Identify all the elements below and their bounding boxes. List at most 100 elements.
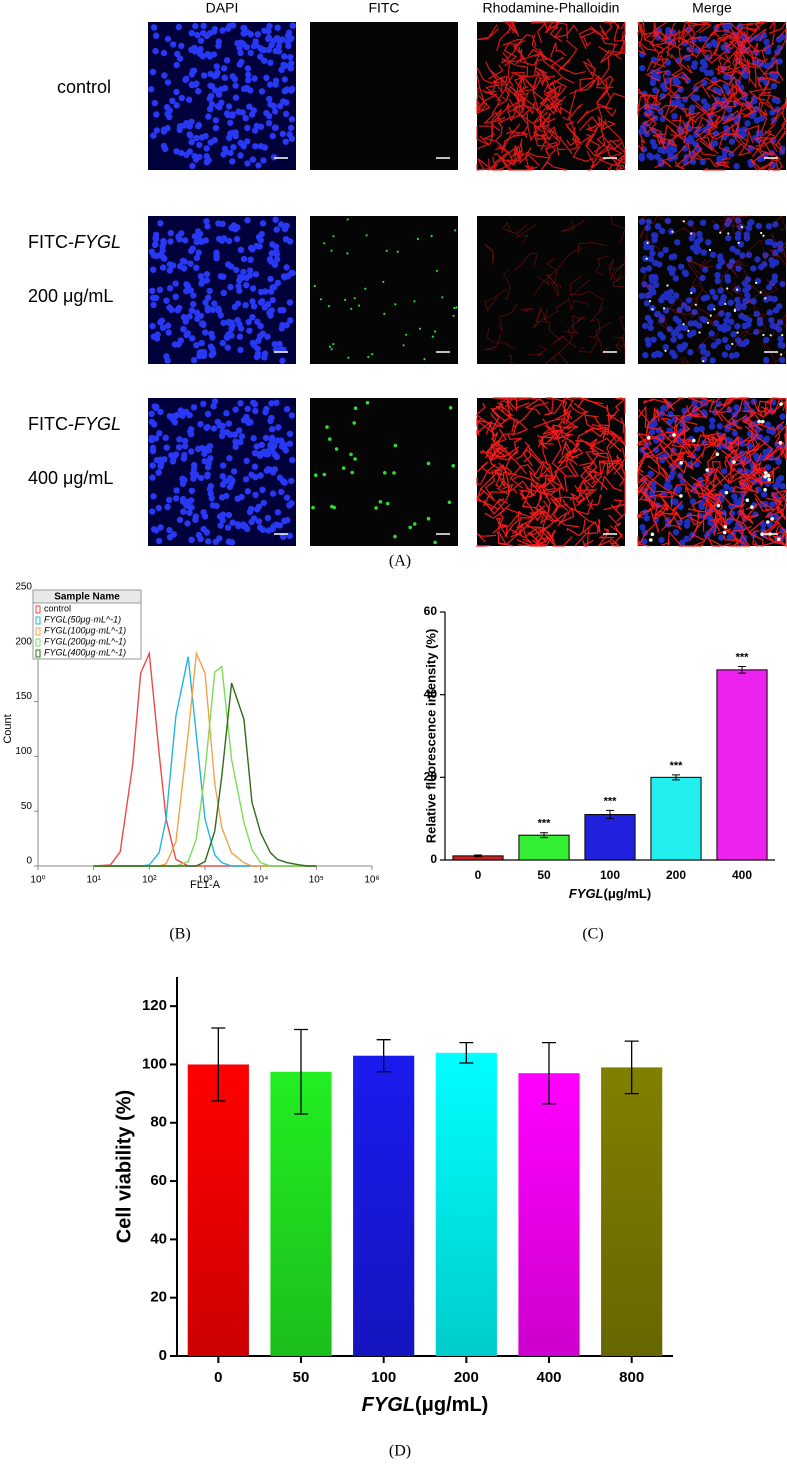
y-tick-label: 40 <box>424 687 438 701</box>
x-axis-title-rest: (μg/mL) <box>604 886 652 901</box>
column-header: Merge <box>692 0 732 16</box>
legend-swatch <box>35 605 41 614</box>
significance: *** <box>538 818 552 830</box>
nuclei <box>638 217 786 364</box>
bar <box>518 834 570 861</box>
error-bar <box>738 666 746 674</box>
legend-label: FYGL(400μg·mL^-1) <box>44 647 126 657</box>
error-bar <box>542 1041 556 1105</box>
x-tick-label: 0 <box>475 868 482 882</box>
nuclei <box>148 22 296 170</box>
error-bar <box>459 1041 474 1064</box>
x-tick-label: 10⁴ <box>253 875 268 886</box>
y-tick-label: 120 <box>142 997 167 1014</box>
x-tick-label: 10⁵ <box>309 875 324 886</box>
y-tick-label: 20 <box>150 1289 167 1306</box>
x-tick-label: 400 <box>536 1369 561 1386</box>
significance: *** <box>670 760 684 772</box>
y-tick-label: 80 <box>150 1114 167 1131</box>
bar <box>584 814 636 861</box>
actin <box>484 215 626 365</box>
row-label: FITC-FYGL <box>28 414 121 434</box>
x-tick-label: 200 <box>666 868 686 882</box>
nuclei <box>148 398 296 546</box>
legend-label: control <box>44 603 71 613</box>
x-tick-label: 10¹ <box>86 875 101 886</box>
x-tick-label: 100 <box>600 868 620 882</box>
x-tick-label: 800 <box>619 1369 644 1386</box>
bar-shade <box>435 1052 497 1356</box>
x-tick-label: 10³ <box>198 875 213 886</box>
error-bar <box>211 1027 226 1102</box>
error-bar <box>376 1039 391 1073</box>
bar-shade <box>353 1055 415 1356</box>
row-label: control <box>57 77 111 97</box>
x-tick-label: 10⁰ <box>30 875 45 886</box>
row-label-dose: 400 μg/mL <box>28 468 113 488</box>
actin <box>637 19 787 172</box>
y-tick-label: 100 <box>15 746 32 757</box>
x-axis-title-italic: FYGL <box>362 1394 415 1416</box>
column-header: FITC <box>368 0 399 16</box>
y-tick-label: 60 <box>150 1172 167 1189</box>
x-tick-label: 100 <box>371 1369 396 1386</box>
bar <box>716 669 768 861</box>
row-label-italic: FYGL <box>74 232 121 252</box>
y-tick-label: 100 <box>142 1055 167 1072</box>
bar-shade <box>270 1071 332 1356</box>
x-tick-label: 10⁶ <box>364 875 379 886</box>
x-tick-label: 10² <box>142 875 157 886</box>
y-tick-label: 0 <box>159 1347 167 1364</box>
error-bar <box>474 854 482 858</box>
row-label-prefix: FITC- <box>28 414 74 434</box>
micrograph <box>310 216 458 364</box>
y-tick-label: 20 <box>424 770 438 784</box>
x-axis-title: FYGL(μg/mL) <box>569 886 651 901</box>
y-tick-label: 250 <box>15 582 32 593</box>
error-bar <box>540 832 548 839</box>
column-header: DAPI <box>206 0 239 16</box>
bar-shade <box>187 1064 249 1356</box>
legend-label: FYGL(50μg·mL^-1) <box>44 614 121 624</box>
panel-label: (C) <box>582 926 603 943</box>
legend-swatch <box>35 649 41 658</box>
x-axis-title: FL1-A <box>190 879 221 891</box>
actin <box>635 396 787 548</box>
legend-title: Sample Name <box>54 592 120 603</box>
significance: *** <box>736 651 750 663</box>
bar-shade <box>601 1067 663 1356</box>
y-tick-label: 150 <box>15 691 32 702</box>
panel-label: (D) <box>389 1443 411 1460</box>
row-label-italic: FYGL <box>74 414 121 434</box>
significance: *** <box>604 795 618 807</box>
x-tick-label: 0 <box>214 1369 222 1386</box>
y-tick-label: 50 <box>21 801 33 812</box>
error-bar <box>672 774 680 781</box>
micrograph <box>477 216 625 364</box>
x-axis-title-rest: (μg/mL) <box>415 1394 488 1416</box>
y-axis-title: Count <box>2 714 14 743</box>
y-tick-label: 200 <box>15 636 32 647</box>
error-bar <box>624 1040 639 1095</box>
y-tick-label: 60 <box>424 604 438 618</box>
legend-header <box>32 589 142 604</box>
actin <box>639 215 787 365</box>
actin <box>476 21 626 172</box>
legend-label: FYGL(100μg·mL^-1) <box>44 625 126 635</box>
legend-swatch <box>35 627 41 636</box>
bar <box>650 776 702 861</box>
panel-label: (A) <box>389 553 411 570</box>
legend-swatch <box>35 616 41 625</box>
error-bar <box>606 809 614 820</box>
bar-shade <box>518 1073 580 1356</box>
micrograph <box>310 22 458 170</box>
x-axis-title: FYGL(μg/mL) <box>362 1394 489 1416</box>
legend-swatch <box>35 638 41 647</box>
error-bar <box>294 1028 308 1115</box>
x-tick-label: 400 <box>732 868 752 882</box>
row-label-prefix: FITC- <box>28 232 74 252</box>
fitc-signal <box>311 400 456 545</box>
nuclei <box>148 216 296 365</box>
y-tick-label: 0 <box>26 856 32 867</box>
